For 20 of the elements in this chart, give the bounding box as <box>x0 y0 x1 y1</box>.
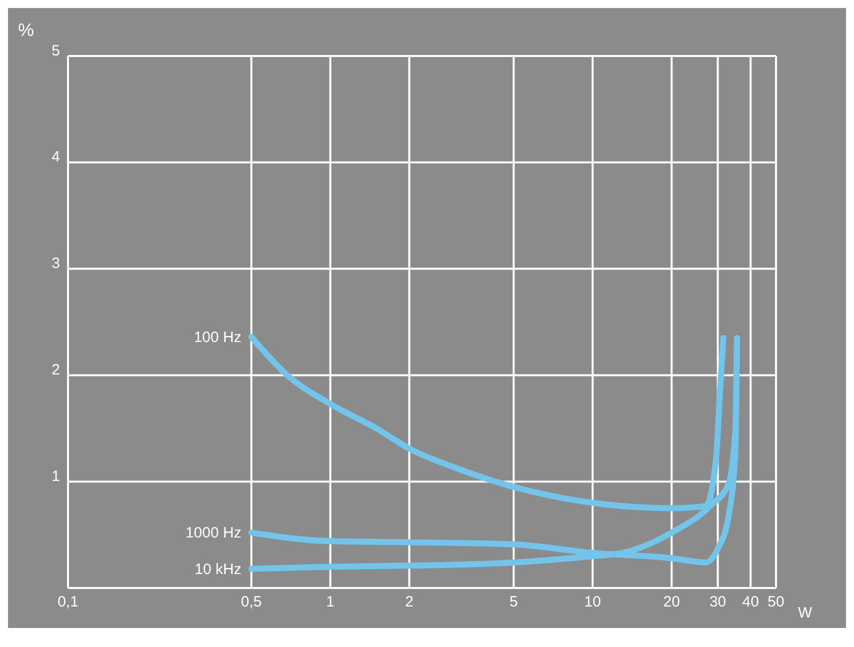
x-tick-label: 1 <box>326 594 334 611</box>
y-axis-title: % <box>18 20 34 40</box>
y-tick-label: 3 <box>52 255 60 272</box>
x-tick-label: 20 <box>663 594 680 611</box>
y-tick-label: 4 <box>52 148 60 166</box>
series-label: 1000 Hz <box>185 524 242 542</box>
y-tick-label: 5 <box>52 42 60 60</box>
x-tick-label: 0,5 <box>240 594 262 611</box>
x-tick-label: 0,1 <box>58 594 78 611</box>
x-tick-label: 10 <box>584 594 601 611</box>
y-tick-label: 1 <box>52 468 60 485</box>
series-label: 10 kHz <box>194 560 242 578</box>
x-tick-label: 30 <box>709 594 726 611</box>
x-tick-label: 40 <box>742 594 759 611</box>
y-tick-label: 2 <box>52 362 60 379</box>
series-label: 100 Hz <box>194 328 242 346</box>
x-tick-label: 5 <box>510 594 518 611</box>
x-axis-title: W <box>798 604 813 622</box>
x-tick-label: 50 <box>768 594 784 611</box>
x-tick-label: 2 <box>405 594 414 611</box>
